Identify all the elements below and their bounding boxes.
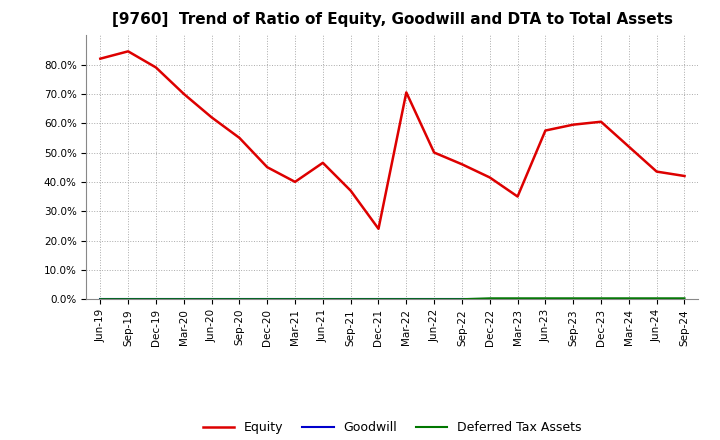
Deferred Tax Assets — [597, 296, 606, 301]
Deferred Tax Assets — [152, 297, 161, 302]
Goodwill — [652, 297, 661, 302]
Goodwill — [346, 297, 355, 302]
Goodwill — [680, 297, 689, 302]
Goodwill — [96, 297, 104, 302]
Deferred Tax Assets — [624, 296, 633, 301]
Goodwill — [374, 297, 383, 302]
Equity — [485, 175, 494, 180]
Equity — [152, 65, 161, 70]
Deferred Tax Assets — [263, 297, 271, 302]
Deferred Tax Assets — [458, 297, 467, 302]
Deferred Tax Assets — [374, 297, 383, 302]
Deferred Tax Assets — [346, 297, 355, 302]
Equity — [207, 115, 216, 120]
Goodwill — [179, 297, 188, 302]
Deferred Tax Assets — [207, 297, 216, 302]
Deferred Tax Assets — [124, 297, 132, 302]
Equity — [541, 128, 550, 133]
Equity — [402, 90, 410, 95]
Equity — [569, 122, 577, 127]
Deferred Tax Assets — [402, 297, 410, 302]
Equity — [513, 194, 522, 199]
Line: Deferred Tax Assets: Deferred Tax Assets — [100, 298, 685, 299]
Line: Equity: Equity — [100, 51, 685, 229]
Goodwill — [458, 297, 467, 302]
Goodwill — [291, 297, 300, 302]
Equity — [374, 226, 383, 231]
Deferred Tax Assets — [680, 296, 689, 301]
Deferred Tax Assets — [96, 297, 104, 302]
Goodwill — [152, 297, 161, 302]
Deferred Tax Assets — [569, 296, 577, 301]
Deferred Tax Assets — [485, 296, 494, 301]
Equity — [291, 179, 300, 184]
Equity — [346, 188, 355, 193]
Goodwill — [569, 297, 577, 302]
Title: [9760]  Trend of Ratio of Equity, Goodwill and DTA to Total Assets: [9760] Trend of Ratio of Equity, Goodwil… — [112, 12, 673, 27]
Deferred Tax Assets — [541, 296, 550, 301]
Deferred Tax Assets — [318, 297, 327, 302]
Legend: Equity, Goodwill, Deferred Tax Assets: Equity, Goodwill, Deferred Tax Assets — [198, 416, 587, 439]
Goodwill — [235, 297, 243, 302]
Goodwill — [430, 297, 438, 302]
Goodwill — [541, 297, 550, 302]
Equity — [680, 173, 689, 179]
Deferred Tax Assets — [291, 297, 300, 302]
Equity — [124, 49, 132, 54]
Equity — [652, 169, 661, 174]
Deferred Tax Assets — [235, 297, 243, 302]
Goodwill — [124, 297, 132, 302]
Equity — [597, 119, 606, 125]
Goodwill — [485, 297, 494, 302]
Equity — [458, 161, 467, 167]
Goodwill — [402, 297, 410, 302]
Equity — [430, 150, 438, 155]
Equity — [179, 91, 188, 96]
Goodwill — [513, 297, 522, 302]
Equity — [624, 144, 633, 149]
Deferred Tax Assets — [179, 297, 188, 302]
Deferred Tax Assets — [430, 297, 438, 302]
Equity — [96, 56, 104, 61]
Goodwill — [597, 297, 606, 302]
Deferred Tax Assets — [652, 296, 661, 301]
Equity — [235, 135, 243, 140]
Goodwill — [263, 297, 271, 302]
Equity — [263, 165, 271, 170]
Goodwill — [207, 297, 216, 302]
Goodwill — [318, 297, 327, 302]
Deferred Tax Assets — [513, 296, 522, 301]
Goodwill — [624, 297, 633, 302]
Equity — [318, 160, 327, 165]
